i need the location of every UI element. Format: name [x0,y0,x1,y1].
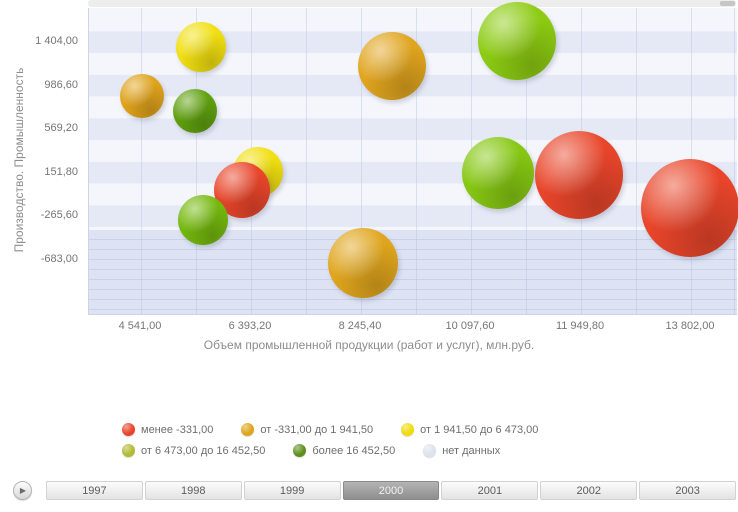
bubble[interactable] [357,31,426,100]
color-legend-item: от 1 941,50 до 6 473,00 [401,423,538,436]
top-scrollbar-thumb[interactable] [720,1,735,6]
color-legend-row: от 6 473,00 до 16 452,50 более 16 452,50 н… [122,444,722,457]
legend-swatch-icon [241,423,255,436]
x-axis-title: Объем промышленной продукции (работ и ус… [203,338,535,352]
color-legend-item: более 16 452,50 [293,444,395,457]
x-tick-label: 8 245,40 [338,320,382,332]
bubble[interactable] [640,159,738,258]
bubble[interactable] [120,73,164,118]
color-legend-item: нет данных [423,444,500,457]
color-legend: менее -331,00 от -331,00 до 1 941,50 от 1 … [122,423,722,465]
plot-area [88,1,738,315]
color-legend-label: менее -331,00 [141,423,214,436]
x-tick-label: 11 949,80 [555,320,605,332]
color-legend-label: от -331,00 до 1 941,50 [260,423,374,436]
timeline-year-2001[interactable]: 2001 [441,481,539,500]
color-legend-row: менее -331,00 от -331,00 до 1 941,50 от 1 … [122,423,722,436]
color-legend-label: от 6 473,00 до 16 452,50 [141,444,266,457]
y-axis-title: Производство. Промышленность [12,67,26,253]
size-legend: 4 541,00 13 802,00 [0,366,738,414]
legend-swatch-icon [423,444,437,457]
legend-swatch-icon [122,444,135,457]
bubble[interactable] [175,22,226,72]
bubble[interactable] [477,1,556,80]
x-tick-label: 13 802,00 [665,320,715,332]
legend-swatch-icon [401,423,415,436]
timeline-year-1998[interactable]: 1998 [144,481,242,500]
timeline-year-2000[interactable]: 2000 [342,481,440,500]
color-legend-label: от 1 941,50 до 6 473,00 [420,423,539,436]
timeline-year-2003[interactable]: 2003 [639,481,737,500]
play-icon: ▶ [19,485,27,495]
x-tick-label: 10 097,60 [445,320,495,332]
timeline: ▶ 1997 1998 1999 2000 2001 2002 2003 [0,480,738,501]
color-legend-label: нет данных [442,444,501,457]
legend-swatch-icon [122,423,135,436]
play-button[interactable]: ▶ [13,481,32,500]
top-scrollbar[interactable] [88,0,736,7]
x-tick-label: 4 541,00 [118,320,162,332]
timeline-year-2002[interactable]: 2002 [540,481,638,500]
bubble[interactable] [178,195,228,245]
minor-grid-zone [89,230,737,314]
bubble[interactable] [461,137,534,209]
bubble[interactable] [534,130,623,219]
color-legend-item: менее -331,00 [122,423,213,436]
bubble[interactable] [327,228,398,299]
timeline-year-1997[interactable]: 1997 [46,481,143,500]
color-legend-item: от -331,00 до 1 941,50 [241,423,373,436]
color-legend-item: от 6 473,00 до 16 452,50 [122,444,265,457]
bubble[interactable] [172,88,217,133]
color-legend-label: более 16 452,50 [312,444,396,457]
legend-swatch-icon [293,444,307,457]
timeline-year-1999[interactable]: 1999 [243,481,341,500]
x-tick-label: 6 393,20 [228,320,272,332]
timeline-years: 1997 1998 1999 2000 2001 2002 2003 [46,481,737,500]
